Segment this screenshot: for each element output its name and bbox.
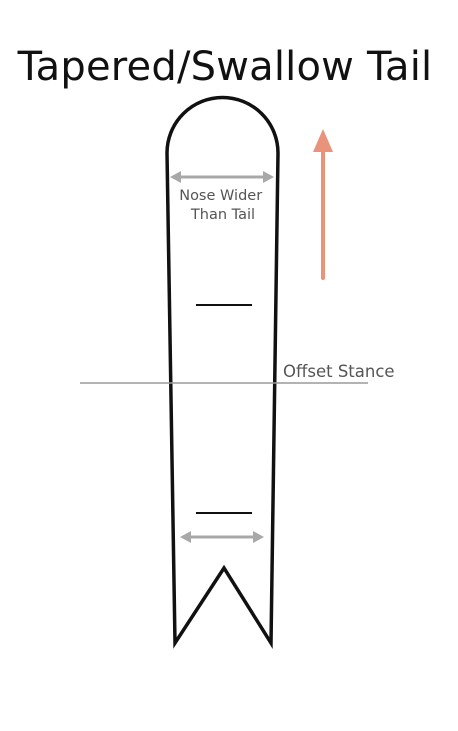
tail-width-double-arrow-icon [180,531,264,543]
nose-width-label-line-1: Nose Wider [179,188,262,204]
direction-up-arrow-icon [313,129,333,280]
nose-width-double-arrow-icon [170,171,274,183]
nose-width-label-line-2: Than Tail [190,207,255,223]
board-outline [165,95,280,649]
nose-width-label: Nose Wider Than Tail [179,188,267,223]
diagram-title: Tapered/Swallow Tail [17,44,433,90]
offset-stance-label: Offset Stance [283,362,395,381]
